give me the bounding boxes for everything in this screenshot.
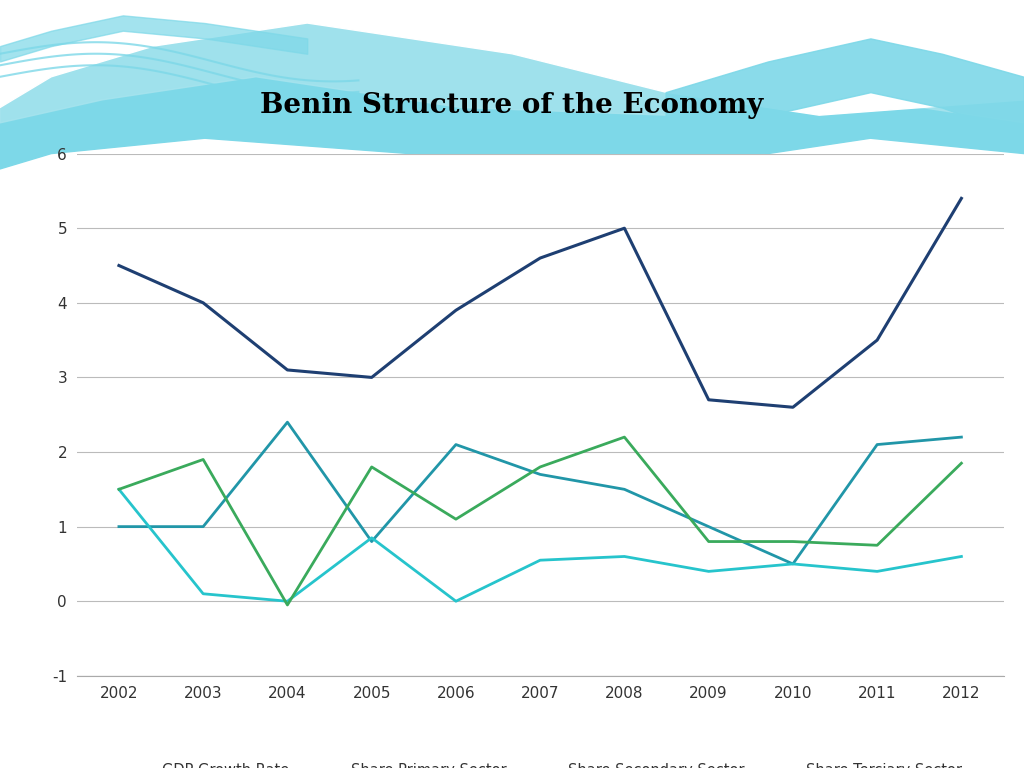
Text: Benin Structure of the Economy: Benin Structure of the Economy — [260, 92, 764, 120]
Share Secondary Sector — [197, 589, 209, 598]
Share Secondary Sector — [450, 597, 462, 606]
GDP Growth Rate — [702, 396, 715, 405]
Share Terciary Sector — [618, 432, 631, 442]
GDP Growth Rate — [534, 253, 546, 263]
GDP Growth Rate — [450, 306, 462, 315]
Share Primary Sector — [366, 537, 378, 546]
Share Secondary Sector — [366, 533, 378, 542]
Share Secondary Sector — [282, 597, 294, 606]
Share Primary Sector — [618, 485, 631, 494]
Line: Share Secondary Sector: Share Secondary Sector — [119, 489, 962, 601]
Share Primary Sector — [534, 470, 546, 479]
Share Terciary Sector — [282, 601, 294, 610]
Share Primary Sector — [702, 522, 715, 531]
GDP Growth Rate — [282, 366, 294, 375]
Share Primary Sector — [197, 522, 209, 531]
Share Secondary Sector — [113, 485, 125, 494]
Share Secondary Sector — [534, 555, 546, 564]
Share Primary Sector — [955, 432, 968, 442]
Legend: GDP Growth Rate, Share Primary Sector, Share Secondary Sector, Share Terciary Se: GDP Growth Rate, Share Primary Sector, S… — [113, 756, 968, 768]
Share Terciary Sector — [197, 455, 209, 464]
Share Terciary Sector — [113, 485, 125, 494]
GDP Growth Rate — [366, 372, 378, 382]
Share Primary Sector — [282, 418, 294, 427]
Share Primary Sector — [113, 522, 125, 531]
Line: Share Primary Sector: Share Primary Sector — [119, 422, 962, 564]
Share Secondary Sector — [702, 567, 715, 576]
Share Primary Sector — [786, 559, 799, 568]
Share Secondary Sector — [786, 559, 799, 568]
Share Secondary Sector — [871, 567, 884, 576]
Share Primary Sector — [871, 440, 884, 449]
Share Terciary Sector — [702, 537, 715, 546]
Share Terciary Sector — [450, 515, 462, 524]
GDP Growth Rate — [197, 298, 209, 307]
GDP Growth Rate — [955, 194, 968, 203]
GDP Growth Rate — [113, 261, 125, 270]
Share Terciary Sector — [786, 537, 799, 546]
Share Primary Sector — [450, 440, 462, 449]
Share Terciary Sector — [871, 541, 884, 550]
Line: Share Terciary Sector: Share Terciary Sector — [119, 437, 962, 605]
GDP Growth Rate — [871, 336, 884, 345]
Share Secondary Sector — [618, 552, 631, 561]
Share Secondary Sector — [955, 552, 968, 561]
Share Terciary Sector — [366, 462, 378, 472]
GDP Growth Rate — [786, 402, 799, 412]
Share Terciary Sector — [955, 458, 968, 468]
Line: GDP Growth Rate: GDP Growth Rate — [119, 198, 962, 407]
GDP Growth Rate — [618, 223, 631, 233]
Share Terciary Sector — [534, 462, 546, 472]
